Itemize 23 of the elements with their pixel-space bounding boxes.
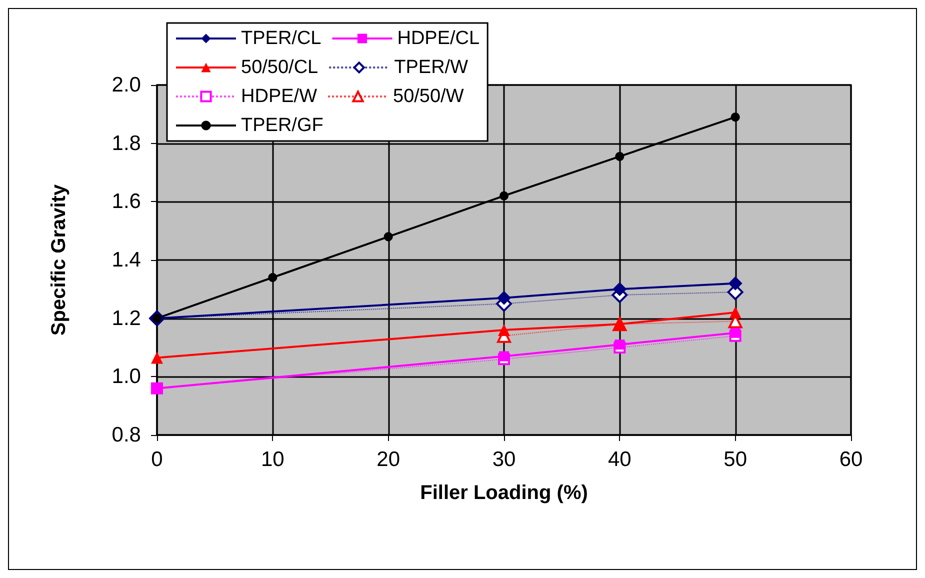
x-tick-label: 60 (839, 448, 863, 471)
legend-label: TPER/GF (241, 115, 324, 136)
legend-label: 50/50/CL (241, 57, 318, 78)
legend-label: HDPE/CL (397, 28, 480, 49)
x-axis-title: Filler Loading (%) (420, 482, 588, 504)
y-tick-label: 1.4 (112, 248, 142, 272)
x-tick-label: 0 (151, 448, 163, 471)
legend-label: TPER/CL (241, 28, 322, 49)
y-tick-label: 1.8 (112, 132, 141, 155)
y-tick-label: 1.0 (112, 365, 141, 388)
x-tick-label: 40 (608, 448, 632, 471)
x-tick-label: 10 (260, 448, 284, 471)
y-axis-title: Specific Gravity (48, 184, 70, 336)
y-tick-label: 0.8 (112, 424, 141, 446)
y-tick-label: 1.2 (112, 306, 141, 330)
legend-label: 50/50/W (393, 86, 464, 107)
y-tick-label: 2.0 (112, 74, 141, 96)
x-tick-label: 30 (492, 448, 516, 471)
legend-label: HDPE/W (241, 86, 318, 107)
y-tick-label: 1.6 (112, 190, 141, 214)
x-tick-label: 20 (376, 448, 400, 471)
legend-label: TPER/W (394, 57, 468, 78)
x-tick-label: 50 (724, 448, 748, 471)
